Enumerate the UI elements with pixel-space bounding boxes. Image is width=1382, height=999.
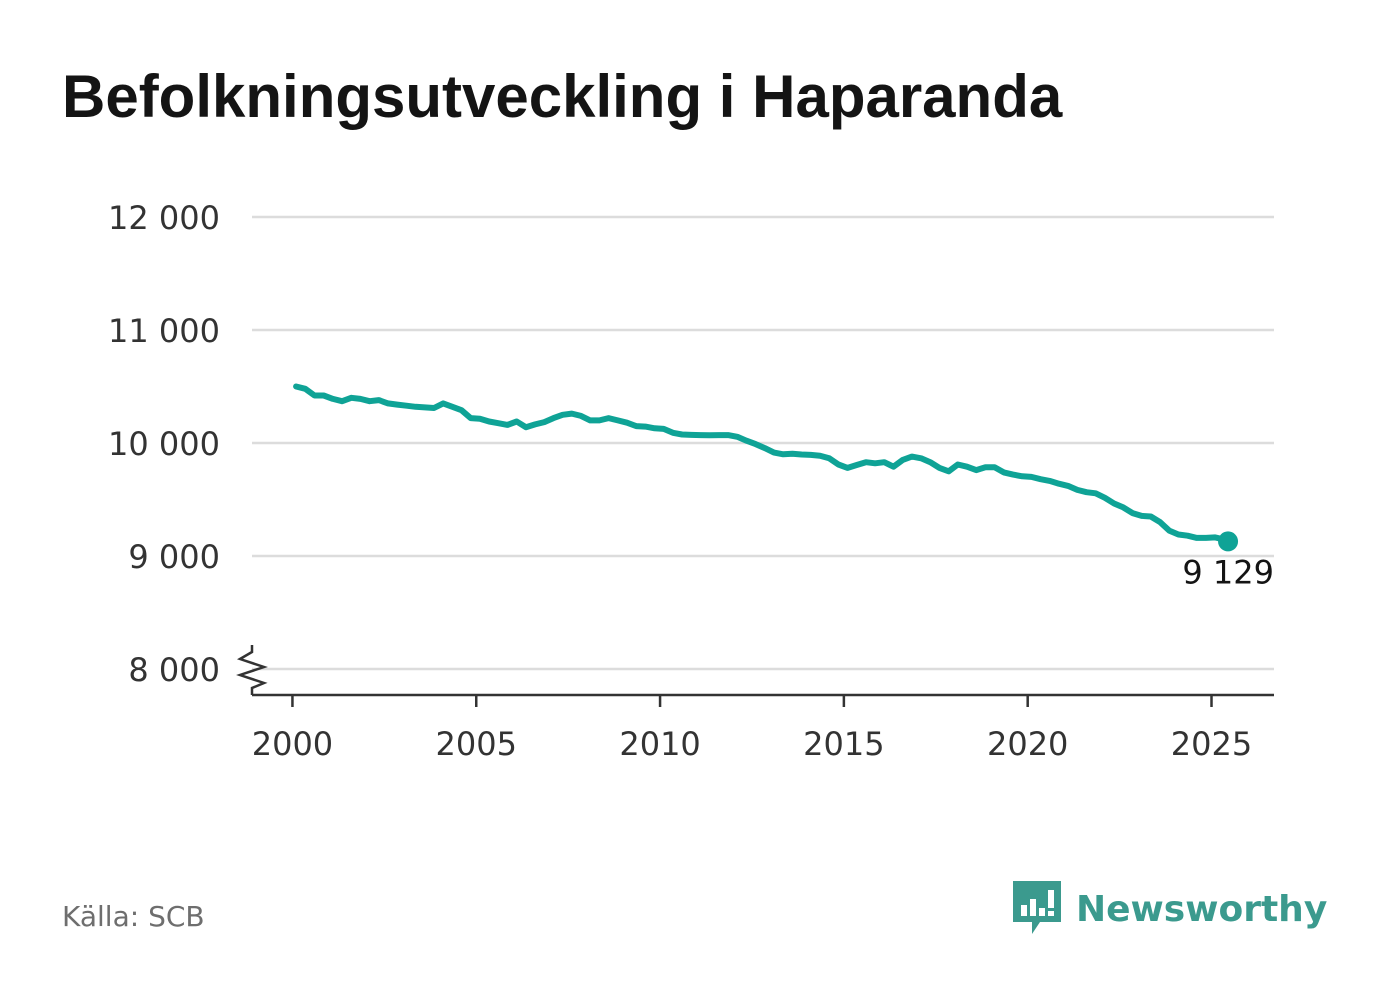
x-axis [236,645,1274,697]
y-tick-label: 9 000 [128,538,220,576]
grid-lines [252,215,1274,671]
x-tick-label: 2020 [987,725,1068,763]
x-tick-label: 2010 [619,725,700,763]
newsworthy-logo-icon [1013,881,1061,934]
series-line [293,383,1231,545]
y-tick-label: 8 000 [128,651,220,689]
y-tick-label: 10 000 [108,425,220,463]
y-tick-label: 12 000 [108,199,220,237]
x-axis-tick-labels: 2000 2005 2010 2015 2020 2025 [252,695,1252,763]
end-point-marker [1218,531,1239,552]
end-value-label: 9 129 [1182,553,1274,591]
x-tick-label: 2015 [803,725,884,763]
y-axis-tick-labels: 8 000 9 000 10 000 11 000 12 000 [108,199,220,689]
axis-break-icon [236,645,268,695]
y-tick-label: 11 000 [108,312,220,350]
x-tick-label: 2025 [1171,725,1252,763]
series-layer: 9 129 [293,383,1274,591]
brand: Newsworthy [1010,878,1327,940]
brand-name: Newsworthy [1076,888,1328,930]
x-tick-label: 2005 [436,725,517,763]
chart-title: Befolkningsutveckling i Haparanda [62,63,1063,130]
source-note: Källa: SCB [62,900,205,933]
x-tick-label: 2000 [252,725,333,763]
